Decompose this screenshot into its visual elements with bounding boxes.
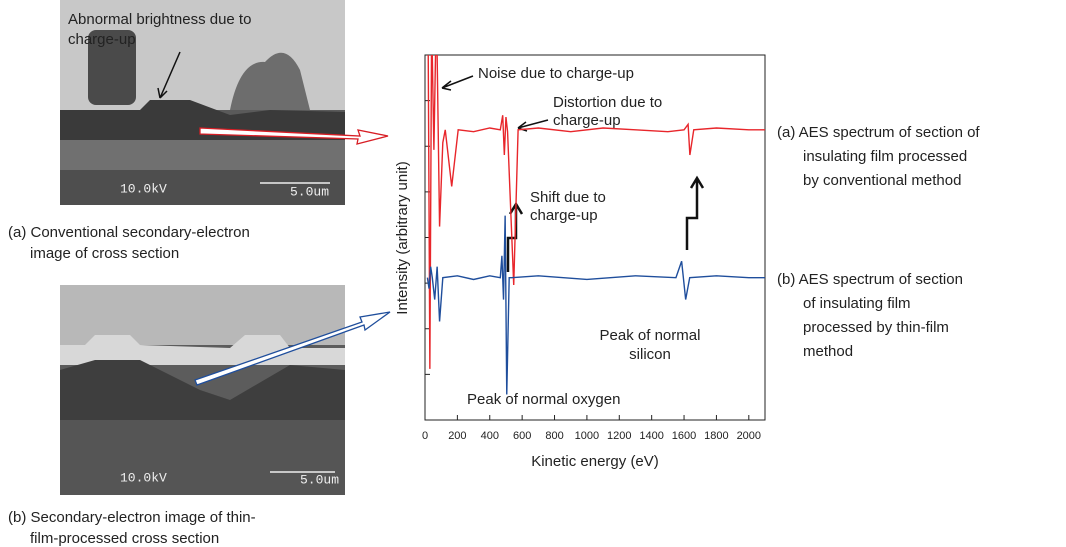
annotation-arrow: [157, 51, 181, 99]
x-tick-label: 1000: [575, 430, 599, 442]
shift-arrow: [685, 175, 705, 250]
x-tick-label: 200: [448, 430, 466, 442]
y-axis-label: Intensity (arbitrary unit): [394, 161, 411, 314]
x-tick-label: 400: [481, 430, 499, 442]
chart-annotation: Peak of normal: [600, 327, 701, 344]
chart-annotation: charge-up: [530, 207, 598, 224]
chart-annotation: Shift due to: [530, 189, 606, 206]
chart-annotation: charge-up: [553, 112, 621, 129]
x-tick-label: 1200: [607, 430, 631, 442]
chart-annotation: Peak of normal oxygen: [467, 391, 620, 408]
x-tick-label: 0: [422, 430, 428, 442]
sem-scale: 5.0um: [300, 472, 339, 487]
spectrum-description: (b) AES spectrum of section: [777, 271, 963, 288]
sem-voltage: 10.0kV: [120, 470, 167, 485]
spectrum-description: (a) AES spectrum of section of: [777, 124, 980, 141]
x-tick-label: 1400: [639, 430, 663, 442]
image-annotation: charge-up: [68, 31, 136, 48]
chart-annotation: silicon: [629, 346, 671, 363]
chart-annotation: Noise due to charge-up: [478, 65, 634, 82]
image-caption: (a) Conventional secondary-electron: [8, 224, 250, 241]
spectrum-description: processed by thin-film: [803, 319, 949, 336]
pointer-arrow: [199, 127, 389, 145]
x-tick-label: 2000: [737, 430, 761, 442]
spectrum-line: [427, 55, 765, 369]
annotation-arrow: [441, 75, 474, 91]
spectrum-description: by conventional method: [803, 172, 961, 189]
x-tick-label: 800: [545, 430, 563, 442]
spectrum-description: method: [803, 343, 853, 360]
image-caption: (b) Secondary-electron image of thin-: [8, 509, 256, 526]
x-tick-label: 1800: [704, 430, 728, 442]
chart-annotation: Distortion due to: [553, 94, 662, 111]
pointer-arrow: [194, 311, 391, 386]
x-axis-label: Kinetic energy (eV): [531, 453, 659, 470]
x-tick-label: 600: [513, 430, 531, 442]
sem-voltage: 10.0kV: [120, 181, 167, 196]
image-caption: film-processed cross section: [30, 530, 219, 547]
x-tick-label: 1600: [672, 430, 696, 442]
spectrum-description: insulating film processed: [803, 148, 967, 165]
sem-image-b: [60, 285, 345, 495]
sem-scale: 5.0um: [290, 184, 329, 199]
image-annotation: Abnormal brightness due to: [68, 11, 251, 28]
sem-image-a: [60, 0, 345, 205]
spectrum-line: [426, 215, 765, 395]
spectrum-description: of insulating film: [803, 295, 911, 312]
image-caption: image of cross section: [30, 245, 179, 262]
